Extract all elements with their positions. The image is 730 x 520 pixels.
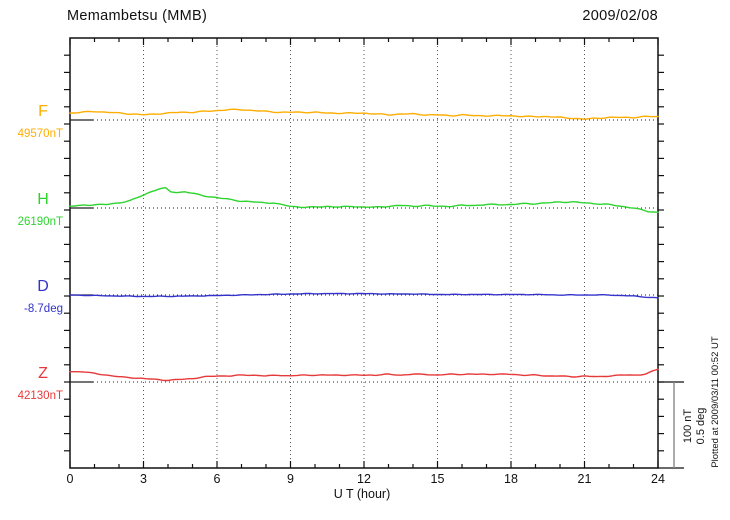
x-tick-label-6: 6: [213, 472, 221, 486]
series-baseline-value-D: -8.7deg: [23, 303, 63, 315]
trace-Z: [69, 368, 659, 382]
x-tick-label-0: 0: [66, 472, 74, 486]
page-title: Memambetsu (MMB): [67, 8, 208, 24]
x-tick-label-9: 9: [287, 472, 294, 486]
gridlines: [143, 38, 585, 468]
trace-D: [69, 292, 659, 299]
x-tick-label-18: 18: [504, 472, 518, 486]
x-tick-label-12: 12: [357, 472, 371, 486]
scale-bar-nt-label: 100 nT: [682, 408, 694, 444]
scale-bar-label: 100 nT 0.5 deg: [682, 396, 708, 456]
x-tick-label-24: 24: [651, 472, 665, 486]
series-baseline-value-F: 49570nT: [17, 128, 63, 140]
series-letter-H: H: [37, 191, 49, 208]
amplitude-ticks: [64, 54, 664, 452]
date-label: 2009/02/08: [582, 8, 658, 24]
hour-ticks: [69, 38, 659, 468]
series-baseline-value-Z: 42130nT: [17, 390, 63, 402]
plotted-at-timestamp: Plotted at 2009/03/11 00:52 UT: [710, 336, 721, 468]
x-tick-label-3: 3: [140, 472, 147, 486]
series-letter-Z: Z: [38, 365, 48, 382]
series-letter-F: F: [38, 103, 48, 120]
series-baseline-value-H: 26190nT: [17, 216, 63, 228]
x-tick-label-15: 15: [430, 472, 445, 486]
scale-bar: [658, 381, 684, 469]
scale-bar-deg-label: 0.5 deg: [695, 407, 707, 445]
trace-F: [69, 108, 659, 120]
x-tick-label-21: 21: [577, 472, 592, 486]
x-axis-title: U T (hour): [333, 487, 391, 501]
trace-H: [69, 186, 659, 214]
series-letter-D: D: [37, 278, 49, 295]
baselines: [70, 119, 658, 383]
